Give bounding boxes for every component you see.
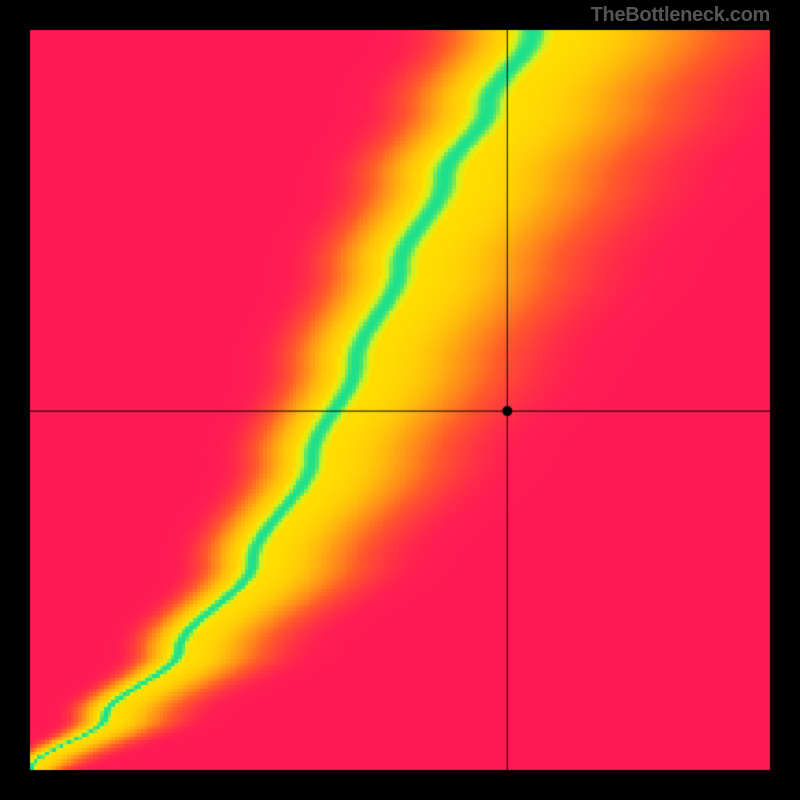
bottleneck-heatmap [0, 0, 800, 800]
attribution-text: TheBottleneck.com [591, 4, 770, 27]
chart-container: TheBottleneck.com [0, 0, 800, 800]
